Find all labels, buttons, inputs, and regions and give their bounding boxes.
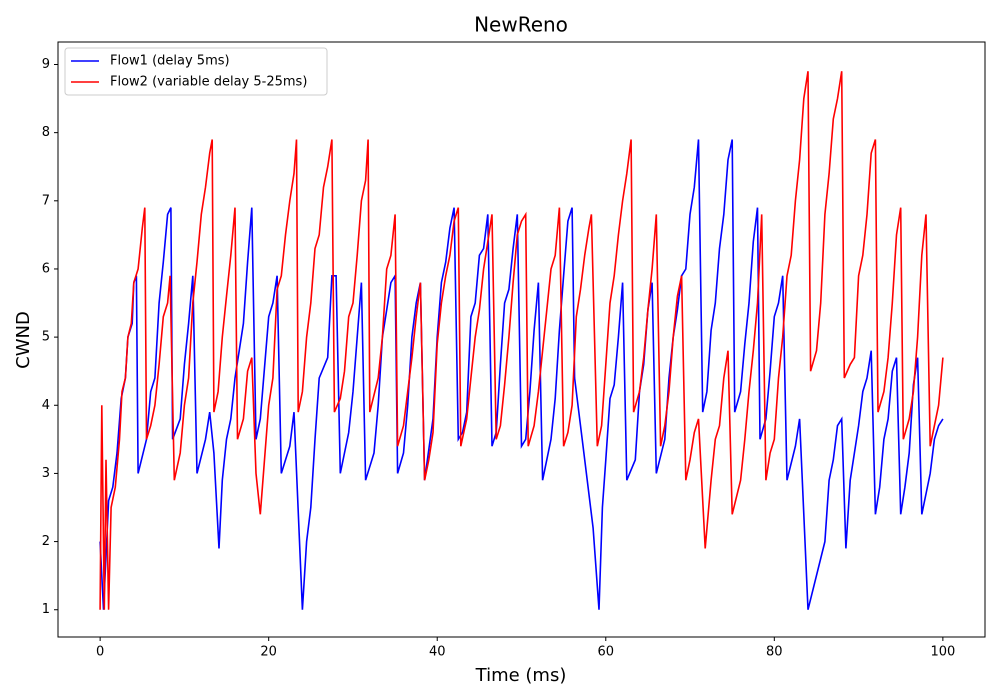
y-axis-label: CWND [13,311,34,369]
legend-box [64,47,328,96]
x-axis-label: Time (ms) [475,665,567,686]
x-tick-label: 0 [96,645,104,660]
x-tick-label: 100 [930,645,955,660]
x-tick-label: 20 [260,645,277,660]
line [99,71,944,610]
y-tick-label: 6 [42,261,50,276]
y-tick-label: 5 [42,330,50,345]
legend-label: Flow2 (variable delay 5-25ms) [110,75,307,90]
y-tick-label: 7 [42,193,50,208]
plot-frame [57,41,986,638]
y-tick-label: 1 [42,602,50,617]
y-tick-label: 2 [42,534,50,549]
y-tick-label: 3 [42,466,50,481]
y-tick-label: 9 [42,57,50,72]
y-tick-label: 8 [42,125,50,140]
x-tick-label: 60 [597,645,614,660]
y-tick-label: 4 [42,398,50,413]
x-tick-label: 80 [766,645,783,660]
x-tick-label: 40 [429,645,446,660]
line [99,139,944,610]
chart-title: NewReno [474,13,568,37]
legend-label: Flow1 (delay 5ms) [110,54,230,69]
